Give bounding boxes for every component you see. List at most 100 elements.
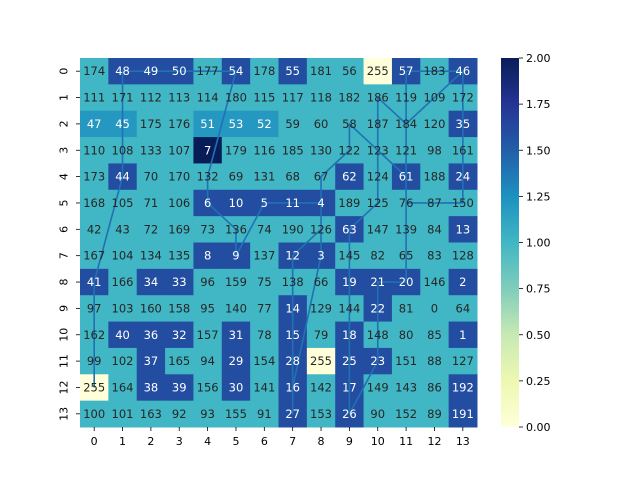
heatmap-cell [420, 400, 450, 428]
heatmap-cell [391, 295, 421, 323]
cell-value-label: 9 [232, 249, 239, 263]
heatmap-cell [136, 137, 166, 164]
y-tick-label: 7 [58, 252, 71, 259]
y-tick-label: 0 [58, 68, 71, 75]
heatmap-cell [250, 137, 279, 164]
heatmap-cell [221, 163, 251, 191]
cell-value-label: 23 [370, 354, 385, 368]
heatmap-cell [448, 268, 478, 296]
cell-value-label: 0 [431, 301, 438, 315]
heatmap-cell [306, 347, 336, 375]
y-tick-label: 6 [58, 226, 71, 233]
heatmap-cell [420, 321, 450, 349]
y-tick-label: 1 [58, 94, 71, 101]
cell-value-label: 186 [367, 91, 389, 105]
y-tick-label: 13 [58, 407, 71, 421]
cell-value-label: 68 [285, 170, 300, 184]
heatmap-cell [108, 347, 138, 375]
cell-value-label: 105 [112, 196, 134, 210]
cell-value-label: 34 [144, 275, 159, 289]
heatmap-cell [363, 58, 393, 85]
heatmap-cell [306, 374, 336, 402]
cell-value-label: 177 [197, 64, 219, 78]
heatmap-cell [420, 347, 450, 375]
heatmap-cell [193, 216, 223, 243]
cell-value-label: 93 [200, 407, 215, 421]
cell-value-label: 166 [112, 275, 134, 289]
heatmap-cell [108, 216, 138, 243]
cell-value-label: 13 [456, 222, 471, 236]
heatmap-cell [250, 268, 279, 296]
cell-value-label: 112 [140, 91, 162, 105]
heatmap-cell [306, 110, 336, 138]
heatmap-cell [80, 216, 109, 243]
cell-value-label: 120 [423, 117, 445, 131]
x-tick-label: 13 [456, 435, 470, 448]
cell-value-label: 80 [399, 328, 414, 342]
cell-value-label: 188 [423, 170, 445, 184]
cell-value-label: 146 [423, 275, 445, 289]
heatmap-cell [448, 400, 478, 428]
heatmap-cell [80, 137, 109, 164]
cell-value-label: 83 [427, 249, 442, 263]
heatmap-cell [363, 242, 393, 270]
colorbar-tick-label: 0.50 [526, 329, 551, 342]
cell-value-label: 1 [459, 328, 466, 342]
cell-value-label: 149 [367, 380, 389, 394]
path-overlay-line [93, 70, 464, 415]
heatmap-cell [420, 110, 450, 138]
cell-value-label: 71 [144, 196, 159, 210]
cell-value-label: 46 [456, 64, 471, 78]
x-tick-label: 7 [289, 435, 296, 448]
x-tick-label: 3 [176, 435, 183, 448]
cell-value-label: 182 [338, 91, 360, 105]
heatmap-cell [193, 242, 223, 270]
heatmap-cell [448, 374, 478, 402]
heatmap-cell [391, 347, 421, 375]
cell-value-label: 133 [140, 143, 162, 157]
cell-value-label: 81 [399, 301, 414, 315]
x-tick-label: 9 [346, 435, 353, 448]
heatmap-cell [306, 321, 336, 349]
heatmap-cell [193, 347, 223, 375]
cell-value-label: 21 [370, 275, 385, 289]
cell-value-label: 127 [452, 354, 474, 368]
heatmap-cell [420, 374, 450, 402]
heatmap-cell [193, 110, 223, 138]
cell-value-label: 156 [197, 380, 219, 394]
cell-value-label: 154 [253, 354, 275, 368]
heatmap-cell [250, 110, 279, 138]
heatmap-cell [108, 374, 138, 402]
heatmap-cell [80, 84, 109, 112]
cell-value-label: 84 [427, 222, 442, 236]
x-tick-label: 6 [261, 435, 268, 448]
cell-value-label: 79 [314, 328, 329, 342]
heatmap-cell [391, 374, 421, 402]
cell-value-label: 41 [87, 275, 102, 289]
cell-value-label: 118 [310, 91, 332, 105]
heatmap-cell [278, 110, 308, 138]
heatmap-cell [420, 137, 450, 164]
cell-value-label: 31 [229, 328, 244, 342]
cell-value-label: 126 [310, 222, 332, 236]
cell-value-label: 121 [395, 143, 417, 157]
heatmap-cell [278, 58, 308, 85]
cell-value-label: 64 [456, 301, 471, 315]
heatmap-cell [165, 400, 194, 428]
heatmap-cell [221, 137, 251, 164]
cell-value-label: 176 [168, 117, 190, 131]
heatmap-cell [278, 137, 308, 164]
y-tick-label: 12 [58, 380, 71, 394]
heatmap-cell [165, 321, 194, 349]
heatmap-cell [250, 163, 279, 191]
cell-value-label: 131 [253, 170, 275, 184]
cell-value-label: 163 [140, 407, 162, 421]
cell-value-label: 94 [200, 354, 215, 368]
cell-value-label: 51 [200, 117, 215, 131]
cell-value-label: 62 [342, 170, 357, 184]
heatmap-cell [136, 268, 166, 296]
cell-value-label: 165 [168, 354, 190, 368]
heatmap-cell [221, 295, 251, 323]
cell-value-label: 90 [370, 407, 385, 421]
cell-value-label: 33 [172, 275, 187, 289]
